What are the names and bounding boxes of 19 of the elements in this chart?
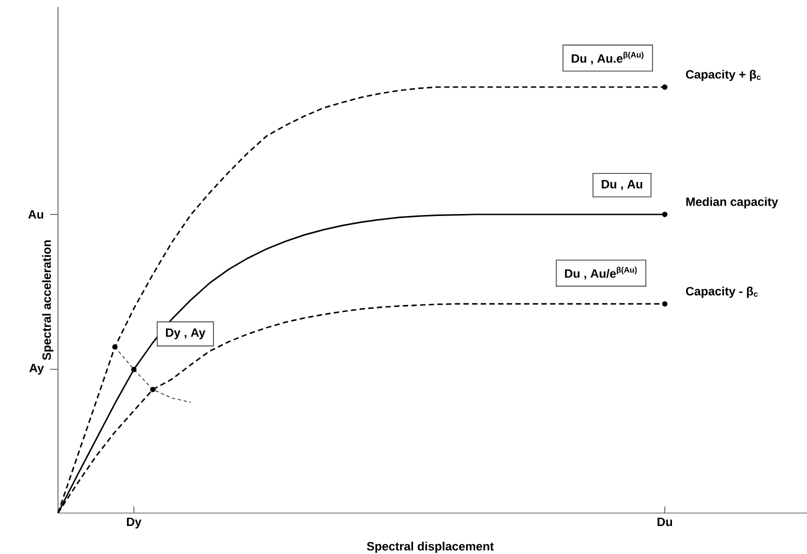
x-axis-title: Spectral displacement xyxy=(366,542,494,553)
point xyxy=(150,386,156,392)
text: Ay xyxy=(29,364,44,375)
series-label: Capacity - β$_{c}$ xyxy=(686,286,758,298)
point xyxy=(112,344,118,350)
annotation: Du , Au xyxy=(602,180,642,190)
x-tick-label: Dy xyxy=(126,518,142,528)
y-axis-title: Spectral acceleration xyxy=(42,240,54,360)
point xyxy=(131,366,137,372)
text: Au xyxy=(28,210,44,219)
text: Du , Au.e$^{β(Au)}$ xyxy=(572,52,644,64)
point xyxy=(662,301,668,307)
annotation: Du , Au/e$^{β(Au)}$ xyxy=(565,266,637,280)
point xyxy=(662,84,668,90)
annotation: Dy , Ay xyxy=(166,328,206,340)
series-label: Median capacity xyxy=(686,197,778,208)
point xyxy=(662,212,668,218)
series-label: Capacity + β$_{c}$ xyxy=(686,70,761,82)
x-tick-label: Du xyxy=(658,518,672,526)
